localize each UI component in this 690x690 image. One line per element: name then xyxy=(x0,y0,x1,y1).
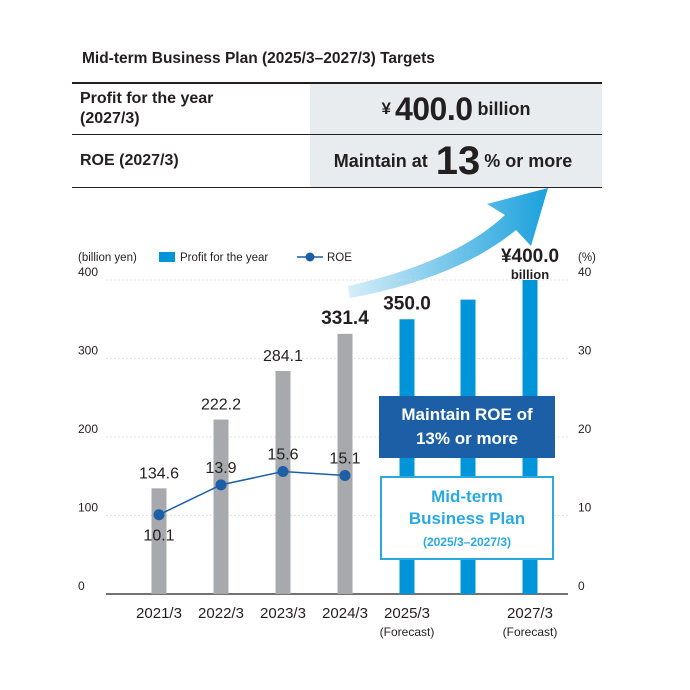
profit-target-label-line1: Profit for the year xyxy=(80,90,214,107)
roe-point xyxy=(339,469,351,481)
x-category-sublabel: (Forecast) xyxy=(380,625,435,639)
left-tick-label: 400 xyxy=(78,265,98,279)
x-category-label: 2021/3 xyxy=(136,605,182,622)
target-unit-label: billion xyxy=(511,267,549,282)
maintain-roe-callout: Maintain ROE of 13% or more xyxy=(379,396,555,458)
x-category-label: 2025/3 xyxy=(384,605,430,622)
roe-data-label: 15.1 xyxy=(329,450,360,467)
right-tick-label: 40 xyxy=(578,265,592,279)
growth-arrow-shape xyxy=(348,188,548,298)
profit-target-value: 400.0 xyxy=(394,90,473,127)
legend-bar-swatch xyxy=(159,252,175,262)
growth-arrow xyxy=(348,188,548,298)
left-tick-label: 0 xyxy=(78,579,85,593)
profit-target-row: Profit for the year (2027/3) ¥ 400.0 bil… xyxy=(72,82,602,135)
maintain-roe-line2: 13% or more xyxy=(415,429,519,448)
roe-point xyxy=(277,466,289,478)
legend-bar-label: Profit for the year xyxy=(180,252,268,264)
profit-target-unit: billion xyxy=(477,98,531,119)
roe-target-value: 13 xyxy=(435,138,481,183)
profit-bar xyxy=(337,333,353,594)
plan-callout-line2: Business Plan xyxy=(408,509,526,528)
profit-data-label: 222.2 xyxy=(201,397,241,414)
profit-bar xyxy=(275,370,291,594)
right-axis-label: (%) xyxy=(578,252,596,264)
roe-target-label: ROE (2027/3) xyxy=(72,135,310,187)
profit-target-value-cell: ¥ 400.0 billion xyxy=(310,84,602,134)
profit-data-label: 284.1 xyxy=(263,348,303,365)
roe-target-row: ROE (2027/3) Maintain at 13 % or more xyxy=(72,135,602,188)
target-value-label: ¥400.0 xyxy=(501,246,559,267)
targets-table: Profit for the year (2027/3) ¥ 400.0 bil… xyxy=(72,82,602,188)
legend-line-label: ROE xyxy=(327,252,352,264)
roe-point xyxy=(215,479,227,491)
profit-data-label: 134.6 xyxy=(139,465,179,482)
x-category-label: 2023/3 xyxy=(260,605,306,622)
roe-target-value-cell: Maintain at 13 % or more xyxy=(310,135,602,187)
profit-bar xyxy=(213,419,229,594)
maintain-roe-line1: Maintain ROE of xyxy=(401,405,533,424)
roe-target-prefix: Maintain at xyxy=(333,150,428,171)
x-category-label: 2022/3 xyxy=(198,605,244,622)
roe-data-label: 15.6 xyxy=(267,447,298,464)
profit-target-currency: ¥ xyxy=(381,99,391,118)
left-tick-label: 200 xyxy=(78,422,98,436)
right-tick-label: 20 xyxy=(578,422,592,436)
left-axis-label: (billion yen) xyxy=(78,252,137,264)
x-category-label: 2024/3 xyxy=(322,605,368,622)
profit-target-label: Profit for the year (2027/3) xyxy=(72,84,310,134)
roe-data-label: 10.1 xyxy=(143,528,174,545)
roe-target-suffix: % or more xyxy=(484,150,573,171)
right-tick-label: 10 xyxy=(578,501,592,515)
left-tick-label: 100 xyxy=(78,501,98,515)
profit-data-label: 331.4 xyxy=(321,308,369,329)
legend-line-marker xyxy=(305,252,315,262)
right-tick-label: 0 xyxy=(578,579,585,593)
chart-heading: Mid-term Business Plan (2025/3–2027/3) T… xyxy=(82,50,435,67)
profit-target-label-line2: (2027/3) xyxy=(80,110,140,127)
roe-data-label: 13.9 xyxy=(205,460,236,477)
roe-point xyxy=(153,509,165,521)
left-tick-label: 300 xyxy=(78,344,98,358)
plan-callout-line1: Mid-term xyxy=(431,487,503,506)
plan-callout-period: (2025/3–2027/3) xyxy=(422,535,512,549)
profit-data-label: 350.0 xyxy=(383,293,431,314)
x-category-sublabel: (Forecast) xyxy=(503,625,558,639)
mid-term-plan-callout: Mid-term Business Plan (2025/3–2027/3) xyxy=(380,476,554,560)
roe-line xyxy=(158,470,346,516)
x-category-label: 2027/3 xyxy=(507,605,553,622)
right-tick-label: 30 xyxy=(578,344,592,358)
